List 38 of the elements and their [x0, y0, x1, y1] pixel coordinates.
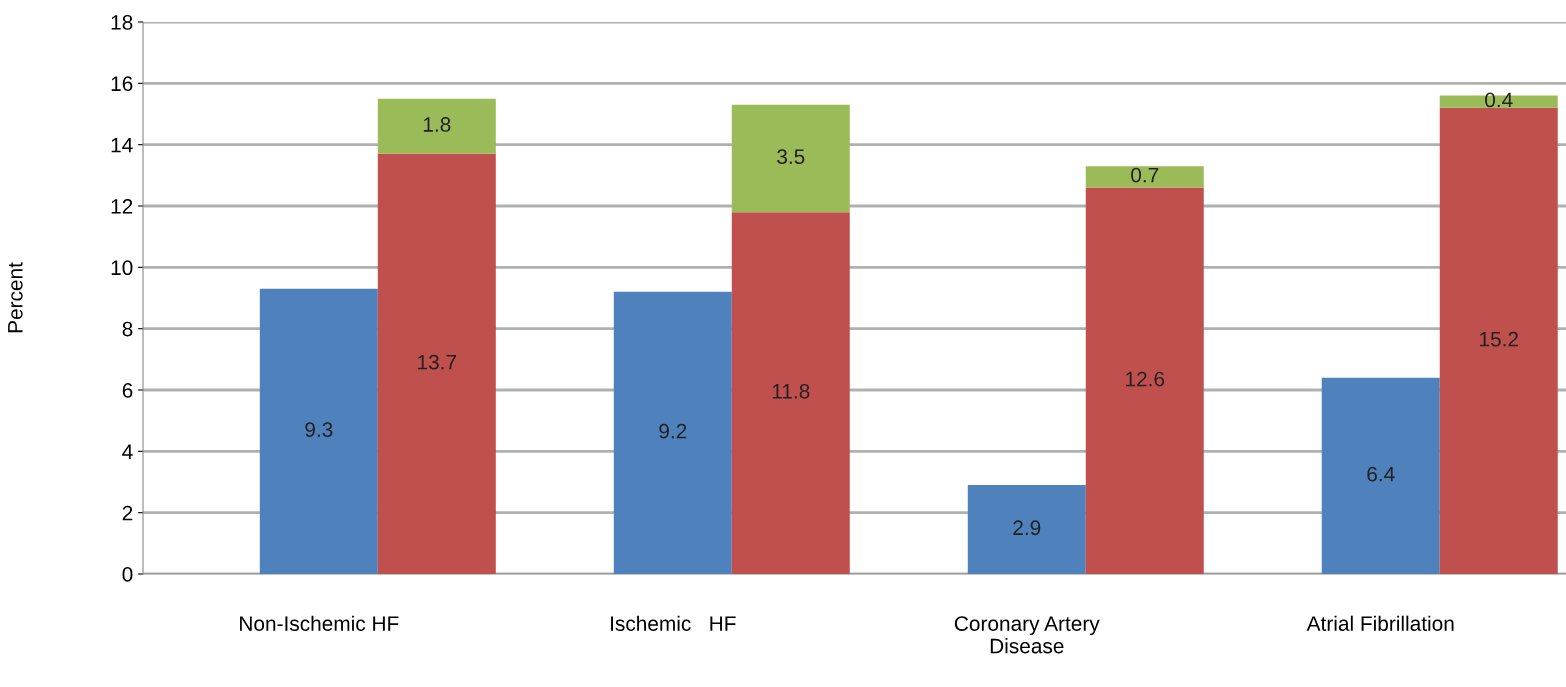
x-tick-label: Ischemic HF: [611, 615, 736, 631]
bar: [1085, 166, 1204, 188]
y-tick-label: 4: [122, 444, 133, 459]
y-tick-label: 18: [111, 15, 133, 30]
y-axis-title: Percent: [8, 262, 23, 333]
data-label: 12.6: [1126, 371, 1165, 387]
bar: [1439, 107, 1558, 574]
bar: [1085, 187, 1204, 574]
bar: [259, 288, 378, 574]
y-tick-label: 6: [122, 383, 133, 398]
data-label: 0.7: [1131, 167, 1159, 183]
data-label: 15.2: [1480, 331, 1518, 347]
data-label: 13.7: [418, 354, 457, 370]
y-tick-label: 16: [111, 76, 133, 92]
data-label: 0.4: [1485, 92, 1513, 108]
data-label: 9.3: [305, 422, 333, 437]
data-label: 9.2: [659, 423, 687, 439]
data-label: 6.4: [1367, 466, 1395, 482]
bar: [731, 104, 850, 213]
data-label: 2.9: [1013, 520, 1041, 536]
data-label: 3.5: [777, 149, 805, 165]
bar: [613, 291, 732, 574]
bar: [377, 153, 496, 574]
y-tick-label: 10: [111, 260, 133, 276]
bar: [731, 212, 850, 574]
y-tick-label: 2: [122, 505, 133, 521]
y-tick-label: 14: [111, 137, 133, 153]
x-tick-label: Non-Ischemic HF: [240, 615, 399, 631]
y-tick-label: 0: [122, 567, 133, 582]
x-tick-label: Coronary Artery Disease: [954, 616, 1100, 654]
data-label: 11.8: [772, 383, 810, 399]
data-label: 1.8: [423, 117, 451, 132]
bar: [967, 485, 1086, 574]
y-tick-label: 12: [111, 199, 133, 214]
bar: [377, 98, 496, 154]
bar: [1321, 377, 1440, 574]
y-tick-label: 8: [122, 321, 133, 337]
x-tick-label: Atrial Fibrillation: [1306, 615, 1454, 631]
